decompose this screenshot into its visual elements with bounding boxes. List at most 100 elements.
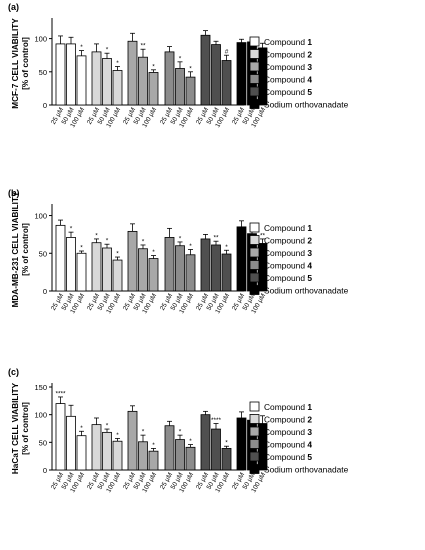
bar bbox=[127, 40, 138, 106]
bar bbox=[138, 248, 148, 292]
legend-label-text: Compound bbox=[264, 50, 307, 60]
y-tick-label: 50 bbox=[39, 68, 47, 77]
legend-label: Sodium orthovanadate bbox=[264, 465, 349, 475]
legend-label-number: 3 bbox=[307, 427, 312, 437]
legend-swatch bbox=[249, 74, 260, 84]
legend-label-number: 1 bbox=[307, 223, 312, 233]
legend-item: Compound 2 bbox=[249, 414, 312, 425]
bar bbox=[236, 226, 247, 292]
y-tick-label: 0 bbox=[43, 101, 47, 110]
legend-label-number: 1 bbox=[307, 402, 312, 412]
legend-label-text: Compound bbox=[264, 87, 307, 97]
y-axis-title: MDA-MB-231 CELL VIABILITY bbox=[11, 191, 20, 307]
legend-swatch bbox=[249, 401, 260, 412]
legend-label-text: Compound bbox=[264, 273, 307, 283]
y-axis-title: MCF-7 CELL VIABILITY bbox=[11, 18, 20, 109]
bar bbox=[148, 72, 159, 106]
legend-label-number: 3 bbox=[307, 62, 312, 72]
bar bbox=[211, 44, 221, 106]
bar bbox=[200, 34, 211, 106]
legend-swatch bbox=[249, 36, 260, 47]
bar bbox=[236, 417, 247, 471]
legend-label: Compound 2 bbox=[264, 415, 312, 425]
legend-swatch bbox=[249, 414, 260, 424]
significance-mark: * bbox=[189, 65, 192, 72]
legend-label: Compound 4 bbox=[264, 440, 312, 450]
legend-swatch bbox=[249, 49, 260, 59]
legend-swatch bbox=[249, 464, 260, 474]
bar bbox=[164, 425, 175, 471]
legend-label-text: Compound bbox=[264, 37, 307, 47]
legend-swatch bbox=[249, 260, 260, 270]
significance-mark: * bbox=[179, 235, 182, 242]
bar bbox=[76, 435, 87, 471]
legend-swatch bbox=[249, 272, 260, 283]
legend-item: Compound 4 bbox=[249, 260, 312, 271]
bar bbox=[66, 415, 76, 471]
bar bbox=[164, 237, 175, 292]
legend-label-text: Sodium orthovanadate bbox=[264, 286, 349, 296]
significance-mark: * bbox=[116, 251, 119, 258]
y-tick-label: 100 bbox=[34, 35, 47, 44]
legend-label: Compound 5 bbox=[264, 87, 312, 97]
legend-label-number: 5 bbox=[307, 87, 312, 97]
legend-item: Compound 2 bbox=[249, 235, 312, 246]
significance-mark: * bbox=[116, 432, 119, 439]
significance-mark: * bbox=[142, 238, 145, 245]
legend-label: Compound 4 bbox=[264, 261, 312, 271]
legend-label: Compound 5 bbox=[264, 273, 312, 283]
legend-swatch bbox=[249, 235, 260, 245]
bar bbox=[211, 428, 221, 471]
bar bbox=[221, 253, 232, 292]
bar bbox=[221, 60, 232, 106]
legend-item: Compound 1 bbox=[249, 36, 312, 47]
significance-mark: * bbox=[116, 60, 119, 67]
bar bbox=[138, 56, 148, 106]
legend-label-number: 1 bbox=[307, 37, 312, 47]
legend-item: Compound 1 bbox=[249, 222, 312, 233]
significance-mark: **** bbox=[211, 417, 222, 424]
legend-swatch bbox=[249, 86, 260, 97]
legend-label: Compound 3 bbox=[264, 248, 312, 258]
significance-mark: * bbox=[80, 425, 83, 432]
panel-label: (a) bbox=[8, 2, 19, 12]
legend-label-text: Compound bbox=[264, 223, 307, 233]
legend-label-text: Compound bbox=[264, 452, 307, 462]
bar bbox=[164, 51, 175, 106]
legend-label: Compound 1 bbox=[264, 402, 312, 412]
legend-label-number: 4 bbox=[307, 440, 312, 450]
bar bbox=[127, 410, 138, 471]
bar bbox=[185, 446, 196, 471]
bar bbox=[138, 441, 148, 471]
bar bbox=[112, 440, 123, 471]
bar bbox=[200, 414, 211, 471]
bar bbox=[211, 244, 221, 292]
y-axis-title-unit: [% of control] bbox=[21, 223, 30, 276]
bar bbox=[55, 224, 66, 292]
significance-mark: ** bbox=[140, 43, 146, 50]
panel-label: (b) bbox=[8, 188, 20, 198]
legend-item: Sodium orthovanadate bbox=[249, 464, 349, 475]
bar bbox=[185, 254, 196, 292]
bar bbox=[185, 76, 196, 106]
legend-swatch bbox=[249, 222, 260, 233]
panel-label: (c) bbox=[8, 367, 19, 377]
y-tick-label: 50 bbox=[39, 438, 47, 447]
bar bbox=[112, 70, 123, 106]
legend-item: Sodium orthovanadate bbox=[249, 285, 349, 296]
chart-panel-1: (a) MCF-7 CELL VIABILITY [% of control] 0 50… bbox=[8, 2, 349, 129]
legend-item: Compound 2 bbox=[249, 49, 312, 60]
bar bbox=[148, 450, 159, 471]
legend-swatch bbox=[249, 439, 260, 449]
bar bbox=[112, 259, 123, 292]
bar bbox=[91, 424, 102, 471]
bar bbox=[102, 247, 112, 292]
significance-mark: * bbox=[70, 226, 73, 233]
legend-label-number: 5 bbox=[307, 273, 312, 283]
legend-label-number: 4 bbox=[307, 261, 312, 271]
legend-item: Compound 5 bbox=[249, 451, 312, 462]
y-tick-label: 100 bbox=[34, 411, 47, 420]
bar bbox=[66, 43, 76, 106]
significance-mark: # bbox=[225, 49, 229, 56]
